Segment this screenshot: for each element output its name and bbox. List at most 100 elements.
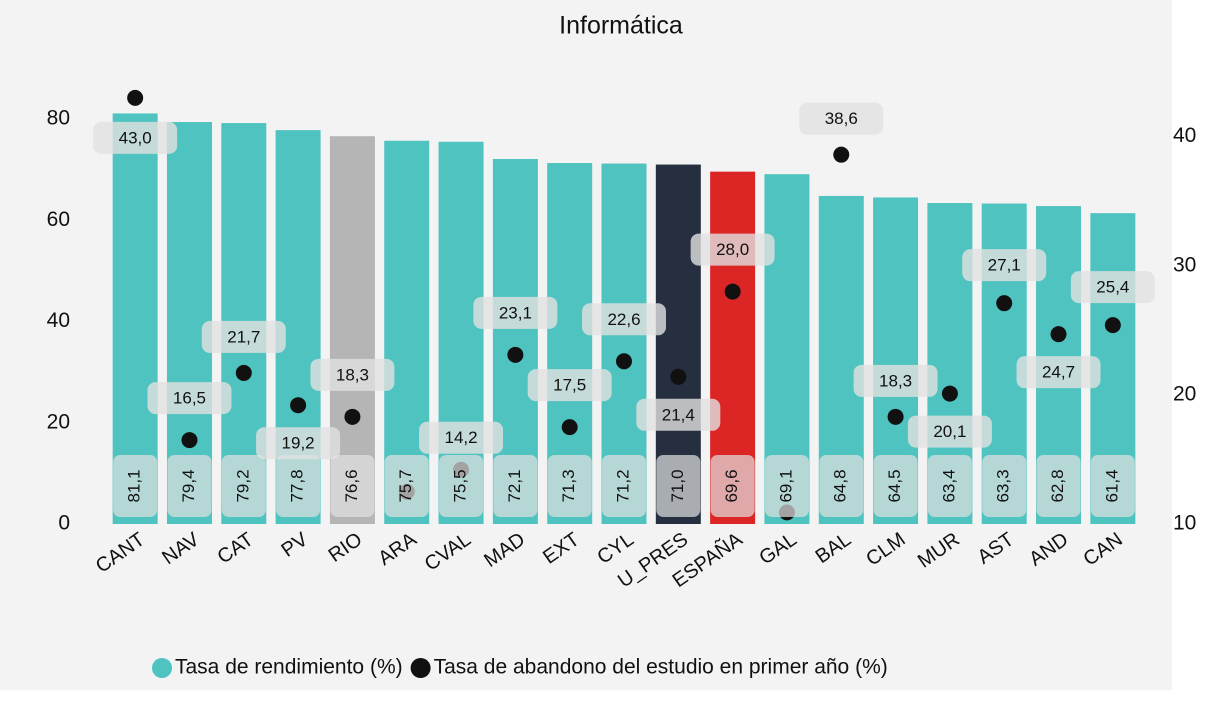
label-box <box>167 455 212 517</box>
dot <box>887 408 904 425</box>
label-box <box>907 415 992 448</box>
bar-label: 81,1 <box>125 469 144 502</box>
data-label: 16,5 <box>173 389 206 408</box>
dot <box>616 353 632 370</box>
label-box <box>201 320 286 353</box>
label-box <box>473 296 558 329</box>
y2-tick-label: 20 <box>1173 382 1196 405</box>
bar-label: 71,3 <box>559 469 578 502</box>
label-box <box>330 455 375 517</box>
label-box <box>710 455 755 517</box>
legend-marker <box>152 658 172 678</box>
label-box <box>439 455 484 517</box>
data-label: 71,0 <box>668 469 687 502</box>
data-label: 21,4 <box>662 405 695 424</box>
label-box <box>493 455 538 517</box>
data-label: 25,4 <box>1096 278 1129 297</box>
y-tick-label: 0 <box>58 512 70 535</box>
dot <box>1104 317 1121 334</box>
data-label: 63,3 <box>994 469 1013 502</box>
dot <box>181 432 198 449</box>
dot <box>996 295 1013 312</box>
y2-tick-label: 10 <box>1173 512 1196 535</box>
label-box <box>962 249 1047 282</box>
data-label: 64,5 <box>885 469 904 502</box>
label-box <box>1090 455 1135 517</box>
data-label: 24,7 <box>1042 363 1075 382</box>
data-label: 18,3 <box>879 371 912 390</box>
bar-label: 79,2 <box>233 469 252 502</box>
label-box <box>853 364 938 397</box>
data-label: 71,2 <box>613 469 632 502</box>
bar-label: 75,7 <box>396 469 415 502</box>
data-label: 72,1 <box>505 469 524 502</box>
dot <box>507 346 524 363</box>
dot <box>670 368 687 385</box>
dot <box>724 283 741 300</box>
y2-tick-label: 30 <box>1173 253 1196 276</box>
label-box <box>113 455 158 517</box>
label-box <box>582 303 666 336</box>
label-box <box>927 455 972 517</box>
legend: Tasa de rendimiento (%) Tasa de abandono … <box>152 656 888 679</box>
label-box <box>819 455 864 517</box>
label-box <box>1070 271 1155 304</box>
y-tick-label: 20 <box>47 410 70 433</box>
label-box <box>527 369 612 402</box>
bar-label: 63,3 <box>994 469 1013 502</box>
label-box <box>384 455 429 517</box>
data-label: 23,1 <box>499 303 532 322</box>
dot <box>833 146 850 163</box>
label-box <box>276 455 321 517</box>
label-box <box>147 382 232 415</box>
dot <box>344 408 361 425</box>
dot <box>290 397 307 414</box>
data-label: 62,8 <box>1048 469 1067 502</box>
label-box <box>982 455 1027 517</box>
label-box <box>636 398 721 431</box>
data-label: 17,5 <box>553 376 586 395</box>
legend-marker <box>410 658 431 678</box>
data-label: 79,4 <box>179 469 198 502</box>
data-label: 38,6 <box>825 109 858 128</box>
data-label: 69,1 <box>776 469 795 502</box>
data-label: 20,1 <box>933 422 966 441</box>
data-label: 43,0 <box>119 128 152 147</box>
label-box <box>690 233 775 266</box>
bar-label: 79,4 <box>179 469 198 502</box>
dot <box>941 385 958 402</box>
dot <box>127 89 144 106</box>
data-label: 79,2 <box>233 469 252 502</box>
data-label: 27,1 <box>988 256 1021 275</box>
legend-label: Tasa de rendimiento (%) <box>175 656 403 679</box>
bar-label: 71,0 <box>668 469 687 502</box>
label-box <box>602 455 646 517</box>
data-label: 81,1 <box>125 469 144 502</box>
data-label: 14,2 <box>445 428 478 447</box>
y-tick-label: 80 <box>47 107 70 130</box>
data-label: 28,0 <box>716 240 749 259</box>
label-box <box>873 455 918 517</box>
label-box <box>93 121 178 154</box>
y2-tick-label: 40 <box>1173 124 1196 147</box>
y-tick-label: 40 <box>47 309 70 332</box>
data-label: 22,6 <box>607 310 640 329</box>
data-label: 75,5 <box>451 469 470 502</box>
label-box <box>1036 455 1081 517</box>
label-box <box>256 427 341 460</box>
data-label: 71,3 <box>559 469 578 502</box>
data-label: 64,8 <box>831 469 850 502</box>
bar-label: 71,2 <box>613 469 632 502</box>
chart-title: Informática <box>559 12 683 40</box>
bar-label: 61,4 <box>1102 469 1121 502</box>
bar-label: 69,1 <box>776 469 795 502</box>
data-label: 69,6 <box>722 469 741 502</box>
data-label: 75,7 <box>396 469 415 502</box>
label-box <box>310 358 395 391</box>
bar-label: 64,5 <box>885 469 904 502</box>
label-box <box>764 455 809 517</box>
dot <box>235 364 252 381</box>
label-box <box>221 455 266 517</box>
data-label: 76,6 <box>342 469 361 502</box>
